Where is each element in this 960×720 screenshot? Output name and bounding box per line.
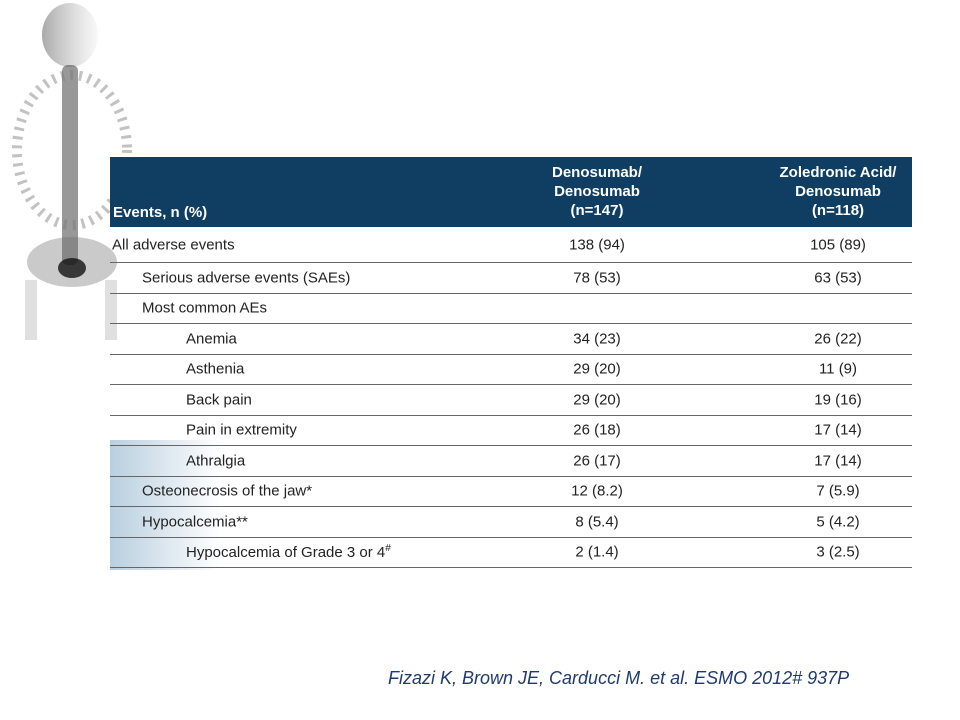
row-label: Hypocalcemia** [142, 513, 248, 531]
cell-value: 26 (17) [573, 452, 621, 470]
row-gradient [110, 440, 220, 570]
table-row: Athralgia 26 (17) 17 (14) [110, 446, 912, 477]
row-label: Athralgia [186, 452, 246, 470]
table-row: Osteonecrosis of the jaw* 12 (8.2) 7 (5.9) [110, 477, 912, 507]
header-line: (n=118) [811, 202, 865, 219]
cell-value: 7 (5.9) [816, 482, 860, 500]
header-line: Denosumab/ [551, 164, 642, 181]
row-label: Anemia [186, 330, 237, 348]
cell-value: 8 (5.4) [575, 513, 619, 531]
cell-value: 17 (14) [814, 452, 862, 470]
table-row: Hypocalcemia** 8 (5.4) 5 (4.2) [110, 507, 912, 538]
column-header: Denosumab/ Denosumab (n=147) [477, 163, 717, 220]
cell-value: 12 (8.2) [571, 482, 623, 500]
table-row: Anemia 34 (23) 26 (22) [110, 324, 912, 355]
cell-value: 11 (9) [818, 360, 858, 378]
footnote-mark: # [385, 543, 391, 555]
cell-value: 3 (2.5) [816, 543, 860, 561]
cell-value: 78 (53) [573, 269, 621, 287]
row-label: Hypocalcemia of Grade 3 or 4# [186, 543, 391, 562]
cell-value: 5 (4.2) [816, 513, 860, 531]
header-line: Zoledronic Acid/ [779, 164, 897, 181]
citation: Fizazi K, Brown JE, Carducci M. et al. E… [388, 668, 850, 688]
cell-value: 34 (23) [573, 330, 621, 348]
bone-scan-image [12, 3, 132, 340]
table-row: Hypocalcemia of Grade 3 or 4# 2 (1.4) 3 (2… [110, 538, 912, 568]
column-header: Zoledronic Acid/ Denosumab (n=118) [718, 163, 958, 220]
row-label: Back pain [186, 391, 252, 409]
header-line: Denosumab [795, 183, 881, 200]
header-line: (n=147) [570, 202, 624, 219]
cell-value: 63 (53) [814, 269, 862, 287]
cell-value: 2 (1.4) [575, 543, 619, 561]
row-label: Asthenia [186, 360, 245, 378]
table-row: Back pain 29 (20) 19 (16) [110, 385, 912, 416]
cell-value: 29 (20) [573, 391, 621, 409]
cell-value: 138 (94) [569, 236, 625, 253]
cell-value: 29 (20) [573, 360, 621, 378]
row-label: Most common AEs [142, 299, 268, 317]
header-label: Events, n (%) [113, 204, 208, 221]
table-row: All adverse events 138 (94) 105 (89) [110, 227, 912, 263]
cell-value: 26 (18) [573, 421, 621, 439]
table-row: Pain in extremity 26 (18) 17 (14) [110, 416, 912, 446]
table-row: Serious adverse events (SAEs) 78 (53) 63 (… [110, 263, 912, 294]
cell-value: 26 (22) [814, 330, 862, 348]
header-line: Denosumab [554, 183, 640, 200]
row-label: Serious adverse events (SAEs) [142, 269, 351, 287]
table-row: Asthenia 29 (20) 11 (9) [110, 355, 912, 385]
row-label: All adverse events [112, 236, 235, 253]
row-label: Pain in extremity [186, 421, 297, 439]
table-header: Events, n (%) Denosumab/ Denosumab (n=14… [110, 157, 912, 227]
cell-value: 105 (89) [810, 236, 866, 253]
cell-value: 19 (16) [814, 391, 862, 409]
cell-value: 17 (14) [814, 421, 862, 439]
table-row: Most common AEs [110, 294, 912, 324]
row-label: Osteonecrosis of the jaw* [142, 482, 313, 500]
